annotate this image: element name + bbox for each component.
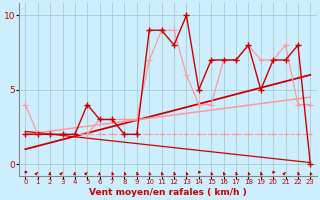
- X-axis label: Vent moyen/en rafales ( km/h ): Vent moyen/en rafales ( km/h ): [89, 188, 247, 197]
